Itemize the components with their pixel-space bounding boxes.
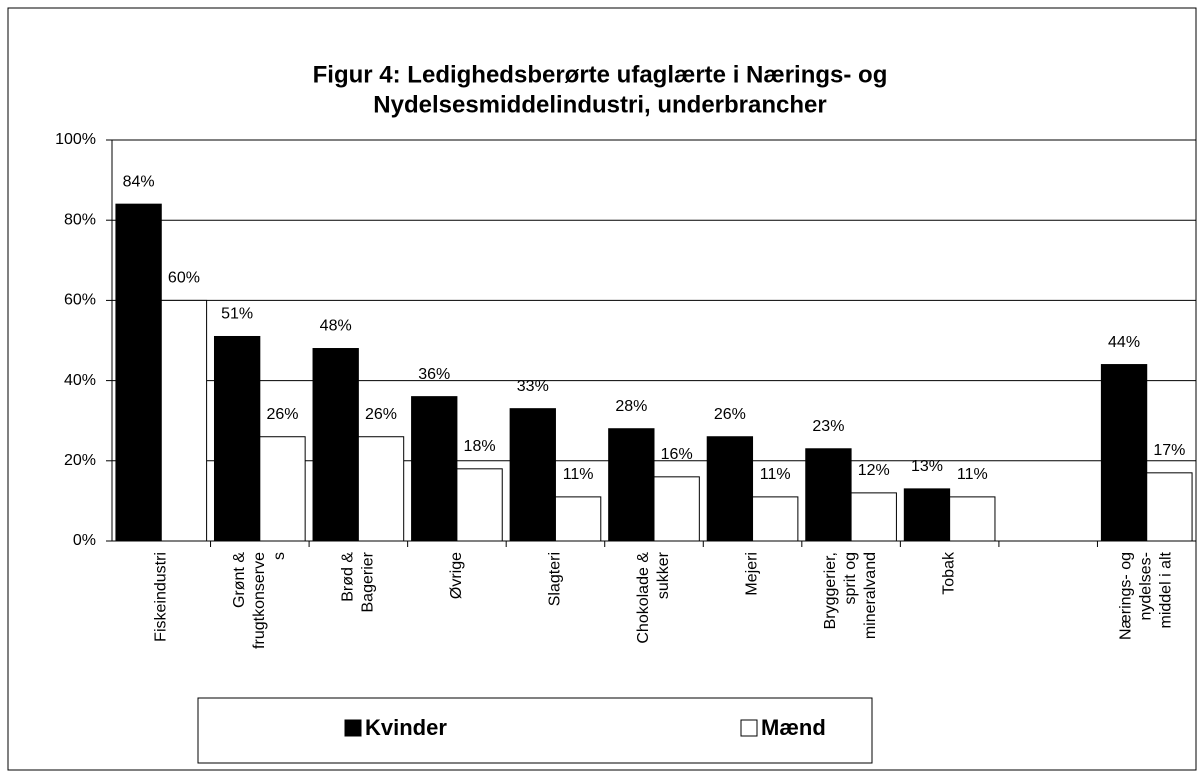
value-label: 11% [563,466,594,483]
legend-box [197,697,873,764]
y-tick-label: 40% [64,372,96,389]
x-tick-label: Brød & Bagerier [340,551,377,612]
x-tick-label: Bryggerier, sprit og mineralvand [822,552,879,639]
bar [903,488,951,542]
value-label: 51% [221,306,253,323]
bar [554,496,602,542]
y-tick-label: 60% [64,292,96,309]
x-tick-label: Chokolade & sukker [635,551,672,643]
value-label: 26% [365,406,397,423]
value-label: 18% [464,438,496,455]
value-label: 11% [760,466,791,483]
bar [608,428,655,542]
value-label: 33% [517,378,549,395]
x-tick-label: Grønt & frugtkonserve s [231,552,288,649]
bar [160,299,208,542]
value-label: 48% [320,318,352,335]
bar [115,203,162,542]
bar [653,476,700,542]
bar [805,448,852,542]
y-tick-label: 20% [64,452,96,469]
value-label: 26% [714,406,746,423]
bar [850,492,897,542]
legend-swatch [344,719,362,737]
x-tick-label: Tobak [941,551,958,595]
value-label: 84% [123,173,155,190]
value-label: 16% [661,446,693,463]
bar [1100,364,1148,542]
bar [752,496,799,542]
value-label: 11% [957,466,988,483]
x-tick-label: Slagteri [547,552,564,606]
value-label: 26% [266,406,298,423]
bar [357,436,405,542]
bar [259,436,306,542]
bar [949,496,996,542]
y-tick-label: 80% [64,211,96,228]
x-tick-label: Mejeri [744,552,761,596]
bar [1146,472,1193,542]
x-tick-label: Fiskeindustri [152,552,169,642]
value-label: 13% [911,458,943,475]
value-label: 60% [168,270,200,287]
chart-title: Figur 4: Ledighedsberørte ufaglærte i Næ… [313,61,888,88]
x-tick-label: Nærings- og nydelses-middel i alt [1118,551,1175,640]
value-label: 12% [858,462,890,479]
bar [312,348,359,542]
bar [456,468,503,542]
legend-label: Mænd [761,715,826,740]
legend-swatch [740,719,758,737]
chart-title: Nydelsesmiddelindustri, underbrancher [373,91,826,118]
value-label: 23% [812,418,844,435]
value-label: 44% [1108,334,1140,351]
y-tick-label: 100% [55,131,96,148]
bar [213,335,261,542]
value-label: 17% [1153,442,1185,459]
value-label: 36% [418,366,450,383]
bar [509,408,556,542]
bar [411,396,458,542]
y-tick-label: 0% [73,532,96,549]
value-label: 28% [615,398,647,415]
x-tick-label: Øvrige [448,552,465,599]
bar [706,436,754,542]
legend-label: Kvinder [365,715,447,740]
